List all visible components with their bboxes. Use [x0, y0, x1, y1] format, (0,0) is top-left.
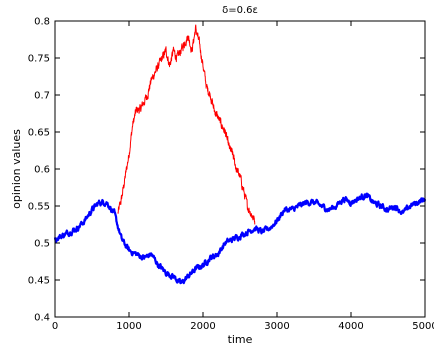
x-tick-label: 3000: [264, 321, 289, 332]
x-axis-label: time: [228, 333, 253, 346]
y-tick-label: 0.45: [28, 276, 50, 287]
series-line-1: [117, 24, 256, 225]
y-tick-label: 0.8: [34, 17, 50, 28]
y-tick-label: 0.75: [28, 54, 50, 65]
x-tick-label: 2000: [190, 321, 215, 332]
y-axis-label: opinion values: [10, 129, 23, 209]
plot-frame: [54, 20, 426, 318]
y-tick-label: 0.4: [34, 313, 50, 324]
series-group: [53, 24, 427, 285]
series-line-2: [53, 192, 427, 285]
y-tick-label: 0.55: [28, 202, 50, 213]
x-tick-label: 4000: [338, 321, 363, 332]
y-tick-label: 0.65: [28, 128, 50, 139]
y-tick-label: 0.6: [34, 165, 50, 176]
chart-title: δ=0.6ε: [222, 5, 258, 16]
y-tick-label: 0.7: [34, 91, 50, 102]
x-tick-label: 1000: [116, 321, 141, 332]
y-tick-label: 0.5: [34, 239, 50, 250]
x-tick-label: 0: [52, 321, 58, 332]
